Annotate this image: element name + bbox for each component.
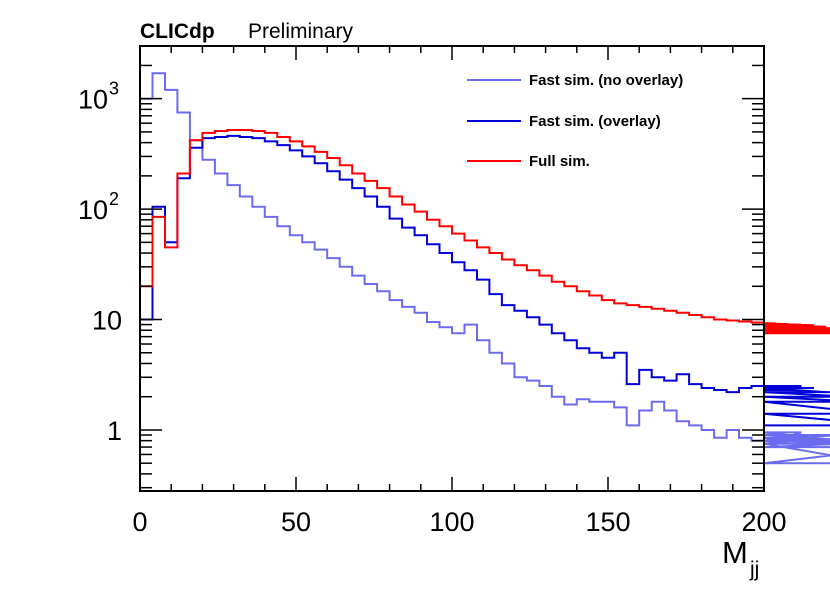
legend-label-full-sim: Full sim. [529, 153, 590, 170]
y-tick-label: 1 [107, 416, 122, 446]
x-axis-label: M [722, 535, 748, 570]
y-tick-label-exponent: 3 [109, 79, 119, 99]
y-tick-label-exponent: 2 [109, 189, 119, 209]
y-tick-label: 10 [78, 85, 108, 115]
x-tick-label: 50 [281, 507, 311, 537]
x-tick-label: 100 [429, 507, 474, 537]
series-line-fast-sim-no-overlay [139, 72, 830, 491]
preliminary-label: Preliminary [248, 20, 354, 43]
y-tick-label: 10 [78, 195, 108, 225]
legend-label-fast-sim-overlay: Fast sim. (overlay) [529, 113, 661, 130]
y-tick-label: 10 [92, 306, 122, 336]
plot-frame [139, 45, 765, 492]
series-line-full-sim [139, 129, 830, 491]
legend-label-fast-sim-no-overlay: Fast sim. (no overlay) [529, 72, 683, 89]
experiment-brand-label: CLICdp [140, 20, 215, 43]
legend: Fast sim. (no overlay) Fast sim. (overla… [467, 72, 683, 170]
x-tick-label: 0 [132, 507, 147, 537]
series-layer [139, 72, 830, 491]
x-tick-label: 200 [741, 507, 786, 537]
x-axis-label-subscript: jj [749, 558, 759, 581]
x-tick-label: 150 [585, 507, 630, 537]
